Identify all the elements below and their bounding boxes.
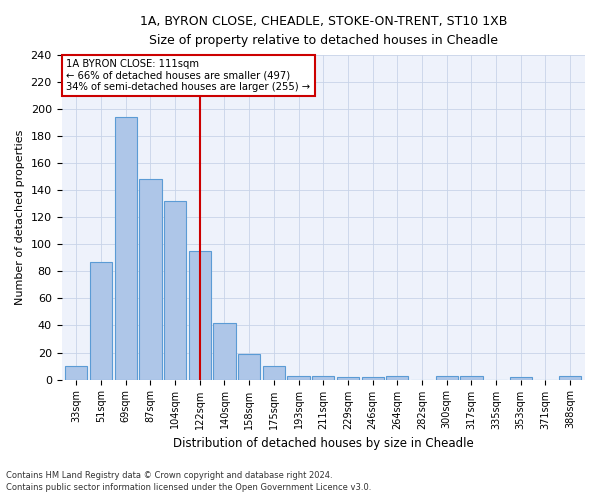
Bar <box>460 376 482 380</box>
Bar <box>164 201 186 380</box>
Bar <box>362 377 384 380</box>
Bar <box>65 366 88 380</box>
Bar <box>559 376 581 380</box>
Text: 1A BYRON CLOSE: 111sqm
← 66% of detached houses are smaller (497)
34% of semi-de: 1A BYRON CLOSE: 111sqm ← 66% of detached… <box>67 59 311 92</box>
Bar <box>90 262 112 380</box>
Bar <box>139 180 161 380</box>
Bar <box>337 377 359 380</box>
Y-axis label: Number of detached properties: Number of detached properties <box>15 130 25 305</box>
Title: 1A, BYRON CLOSE, CHEADLE, STOKE-ON-TRENT, ST10 1XB
Size of property relative to : 1A, BYRON CLOSE, CHEADLE, STOKE-ON-TRENT… <box>140 15 507 47</box>
X-axis label: Distribution of detached houses by size in Cheadle: Distribution of detached houses by size … <box>173 437 473 450</box>
Bar <box>214 323 236 380</box>
Bar <box>436 376 458 380</box>
Bar <box>386 376 409 380</box>
Bar <box>238 354 260 380</box>
Bar <box>115 118 137 380</box>
Bar <box>263 366 285 380</box>
Bar <box>287 376 310 380</box>
Bar <box>312 376 334 380</box>
Bar <box>188 251 211 380</box>
Bar <box>509 377 532 380</box>
Text: Contains HM Land Registry data © Crown copyright and database right 2024.
Contai: Contains HM Land Registry data © Crown c… <box>6 471 371 492</box>
